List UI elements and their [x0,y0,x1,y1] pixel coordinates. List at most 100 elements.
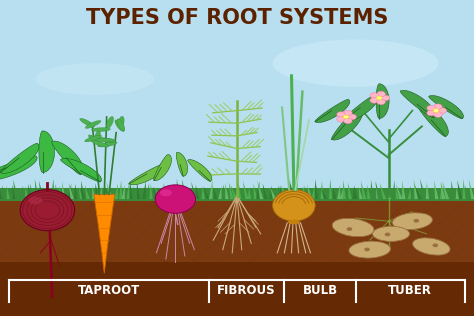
Circle shape [343,115,349,119]
Polygon shape [440,184,443,199]
Polygon shape [367,185,371,199]
Polygon shape [230,184,237,199]
Polygon shape [92,185,95,199]
Polygon shape [51,179,55,199]
Polygon shape [440,181,446,199]
Circle shape [346,227,352,231]
Circle shape [381,95,390,101]
Polygon shape [59,185,63,199]
Ellipse shape [160,189,172,196]
Polygon shape [47,185,51,199]
Polygon shape [238,179,242,199]
Polygon shape [2,185,7,199]
Polygon shape [225,183,228,199]
Circle shape [364,248,370,252]
Polygon shape [465,185,471,199]
Polygon shape [229,182,234,199]
Ellipse shape [85,120,101,128]
Polygon shape [342,180,346,199]
Polygon shape [115,184,118,199]
Ellipse shape [20,190,75,231]
Polygon shape [417,103,448,137]
Polygon shape [12,185,16,199]
Polygon shape [320,181,324,199]
Polygon shape [129,180,133,199]
Polygon shape [315,99,350,123]
Polygon shape [68,183,71,199]
Polygon shape [263,184,267,199]
Polygon shape [0,181,2,199]
Polygon shape [176,152,188,176]
Polygon shape [74,184,77,199]
Polygon shape [408,188,411,199]
Polygon shape [301,185,305,199]
Ellipse shape [115,120,124,131]
Polygon shape [289,183,292,199]
Circle shape [377,91,385,97]
Polygon shape [104,188,107,199]
Polygon shape [213,187,218,199]
Polygon shape [456,187,459,199]
Polygon shape [0,262,474,316]
Polygon shape [469,179,474,199]
Polygon shape [311,186,315,199]
Polygon shape [388,187,391,199]
Polygon shape [396,188,399,199]
Ellipse shape [413,238,450,255]
Ellipse shape [273,40,438,87]
Text: TAPROOT: TAPROOT [78,284,140,297]
Polygon shape [337,184,340,199]
Polygon shape [331,107,363,140]
Polygon shape [280,185,283,199]
Ellipse shape [98,142,116,147]
Polygon shape [295,186,299,199]
Polygon shape [25,186,28,199]
Polygon shape [7,185,10,199]
Polygon shape [269,185,272,199]
Polygon shape [52,141,83,174]
Polygon shape [149,184,153,199]
Polygon shape [333,187,337,199]
Circle shape [427,110,435,116]
Ellipse shape [36,63,154,95]
Circle shape [344,118,352,124]
Polygon shape [289,179,295,199]
Polygon shape [13,179,18,199]
Polygon shape [451,180,455,199]
Ellipse shape [118,116,124,129]
Polygon shape [0,156,37,181]
Ellipse shape [332,218,374,237]
Circle shape [434,112,442,117]
Polygon shape [182,179,186,199]
Polygon shape [254,184,257,199]
Polygon shape [81,180,85,199]
Polygon shape [428,95,464,119]
Text: TYPES OF ROOT SYSTEMS: TYPES OF ROOT SYSTEMS [86,8,388,28]
Polygon shape [188,160,212,181]
Circle shape [433,109,439,112]
Polygon shape [187,185,191,199]
Polygon shape [352,187,356,199]
Polygon shape [43,187,46,199]
Circle shape [370,98,378,103]
Polygon shape [129,164,166,185]
Polygon shape [457,180,463,199]
Polygon shape [99,186,102,199]
Ellipse shape [88,135,101,145]
Polygon shape [119,180,122,199]
Polygon shape [133,186,137,199]
Polygon shape [39,131,55,173]
Polygon shape [415,185,422,199]
Polygon shape [95,183,99,199]
Circle shape [413,219,419,223]
Polygon shape [39,181,44,199]
Ellipse shape [91,128,110,131]
Polygon shape [167,185,173,199]
Ellipse shape [117,119,125,131]
Polygon shape [277,185,280,199]
Polygon shape [30,184,36,199]
Polygon shape [402,180,405,199]
Ellipse shape [349,241,391,258]
Polygon shape [396,184,402,199]
Polygon shape [304,186,307,199]
